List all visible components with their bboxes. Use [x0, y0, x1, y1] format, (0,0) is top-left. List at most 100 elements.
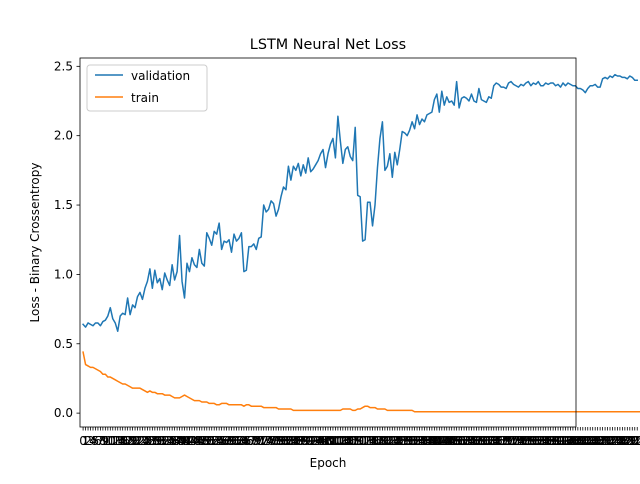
x-tick-label: 178 — [512, 434, 535, 448]
x-tick-label: 37 — [167, 434, 182, 448]
x-tick-label: 65 — [236, 434, 251, 448]
x-tick-label: 14 — [110, 434, 125, 448]
x-tick-label: 181 — [519, 434, 542, 448]
x-tick-label: 201 — [569, 434, 592, 448]
x-tick-label: 163 — [475, 434, 498, 448]
x-tick-label: 69 — [246, 434, 261, 448]
x-tick-label: 169 — [490, 434, 513, 448]
x-tick-label: 100 — [319, 434, 342, 448]
x-tick-label: 5 — [92, 434, 100, 448]
x-tick-label: 168 — [487, 434, 510, 448]
x-tick-label: 180 — [517, 434, 540, 448]
x-tick-label: 175 — [505, 434, 528, 448]
x-tick-label: 85 — [286, 434, 301, 448]
x-axis: 0123456789101112131415161718192021222324… — [79, 427, 640, 448]
x-tick-label: 162 — [472, 434, 495, 448]
x-tick-label: 38 — [169, 434, 184, 448]
plot-area — [82, 73, 640, 413]
x-tick-label: 156 — [458, 434, 481, 448]
x-tick-label: 42 — [179, 434, 194, 448]
x-tick-label: 223 — [623, 434, 640, 448]
x-tick-label: 191 — [544, 434, 567, 448]
x-tick-label: 137 — [411, 434, 434, 448]
x-tick-label: 220 — [616, 434, 639, 448]
x-tick-label: 57 — [216, 434, 231, 448]
x-tick-label: 149 — [440, 434, 463, 448]
x-tick-label: 8 — [99, 434, 107, 448]
x-tick-label: 110 — [344, 434, 367, 448]
x-tick-label: 189 — [539, 434, 562, 448]
x-tick-label: 32 — [155, 434, 170, 448]
x-tick-label: 182 — [522, 434, 545, 448]
x-tick-label: 61 — [226, 434, 241, 448]
x-tick-label: 45 — [187, 434, 202, 448]
x-tick-label: 145 — [430, 434, 453, 448]
x-tick-label: 166 — [482, 434, 505, 448]
x-tick-label: 188 — [537, 434, 560, 448]
x-tick-label: 143 — [425, 434, 448, 448]
x-tick-label: 160 — [467, 434, 490, 448]
x-tick-label: 2 — [84, 434, 92, 448]
legend-box — [86, 64, 208, 112]
x-tick-label: 55 — [212, 434, 227, 448]
x-tick-label: 172 — [497, 434, 520, 448]
x-tick-label: 142 — [423, 434, 446, 448]
x-tick-label: 44 — [184, 434, 199, 448]
x-tick-label: 126 — [383, 434, 406, 448]
x-tick-label: 174 — [502, 434, 525, 448]
x-tick-label: 105 — [331, 434, 354, 448]
x-tick-label: 141 — [420, 434, 443, 448]
x-tick-label: 59 — [221, 434, 236, 448]
x-tick-label: 153 — [450, 434, 473, 448]
x-tick-label: 0 — [79, 434, 87, 448]
x-tick-label: 64 — [234, 434, 249, 448]
x-tick-label: 113 — [351, 434, 374, 448]
x-tick-label: 51 — [202, 434, 217, 448]
x-tick-label: 211 — [594, 434, 617, 448]
x-tick-label: 63 — [231, 434, 246, 448]
x-tick-label: 171 — [495, 434, 518, 448]
x-tick-label: 66 — [239, 434, 254, 448]
series-line-train — [82, 351, 640, 413]
x-tick-label: 4 — [89, 434, 97, 448]
x-tick-label: 131 — [396, 434, 419, 448]
x-tick-label: 102 — [324, 434, 347, 448]
x-tick-label: 130 — [393, 434, 416, 448]
x-tick-label: 40 — [174, 434, 189, 448]
x-tick-label: 31 — [152, 434, 167, 448]
x-tick-label: 197 — [559, 434, 582, 448]
x-tick-label: 173 — [500, 434, 523, 448]
x-tick-label: 214 — [601, 434, 624, 448]
x-tick-label: 215 — [604, 434, 627, 448]
x-tick-label: 34 — [160, 434, 175, 448]
x-tick-label: 95 — [310, 434, 325, 448]
x-tick-label: 86 — [288, 434, 303, 448]
x-tick-label: 46 — [189, 434, 204, 448]
x-tick-label: 219 — [613, 434, 636, 448]
x-tick-label: 152 — [448, 434, 471, 448]
x-tick-label: 132 — [398, 434, 421, 448]
x-tick-label: 147 — [435, 434, 458, 448]
x-tick-label: 119 — [366, 434, 389, 448]
x-tick-label: 67 — [241, 434, 256, 448]
x-tick-label: 9 — [102, 434, 110, 448]
x-tick-label: 10 — [100, 434, 115, 448]
x-tick-label: 134 — [403, 434, 426, 448]
x-tick-label: 107 — [336, 434, 359, 448]
x-tick-label: 133 — [401, 434, 424, 448]
x-tick-label: 47 — [192, 434, 207, 448]
x-tick-label: 114 — [354, 434, 377, 448]
x-tick-label: 16 — [115, 434, 130, 448]
x-tick-label: 25 — [137, 434, 152, 448]
x-tick-label: 222 — [621, 434, 640, 448]
x-tick-label: 74 — [259, 434, 274, 448]
x-axis-label: Epoch — [310, 456, 347, 470]
x-tick-label: 27 — [142, 434, 157, 448]
x-tick-label: 101 — [321, 434, 344, 448]
x-tick-label: 84 — [283, 434, 298, 448]
x-tick-label: 150 — [443, 434, 466, 448]
x-tick-label: 94 — [308, 434, 323, 448]
x-tick-label: 159 — [465, 434, 488, 448]
legend-label-train: train — [131, 91, 159, 105]
